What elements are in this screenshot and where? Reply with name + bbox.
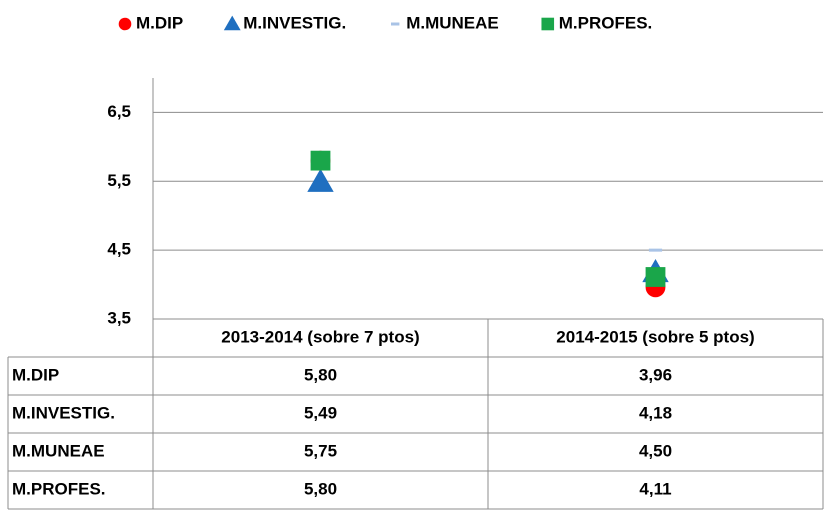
y-tick-label: 6,5 [107,102,131,121]
table-value: 4,50 [639,441,672,460]
x-tick-label: 2014-2015 (sobre 5 ptos) [556,327,754,346]
table-value: 5,75 [304,441,337,460]
table-value: 5,80 [304,365,337,384]
data-point [310,150,331,171]
legend-label: M.DIP [136,13,183,32]
table-value: 4,11 [639,479,671,498]
table-value: 4,18 [639,403,672,422]
row-label: M.MUNEAE [12,441,105,460]
row-label: M.DIP [12,365,59,384]
y-tick-label: 3,5 [107,308,131,327]
table-value: 5,80 [304,479,337,498]
data-point [645,267,666,287]
legend-label: M.MUNEAE [406,13,499,32]
table-value: 5,49 [304,403,337,422]
y-tick-label: 5,5 [107,171,131,190]
legend-marker [223,15,241,31]
legend-marker [391,22,400,26]
data-point [648,248,663,252]
table-value: 3,96 [639,365,672,384]
x-tick-label: 2013-2014 (sobre 7 ptos) [221,327,419,346]
legend-marker [541,17,555,31]
data-point [307,168,334,192]
y-tick-label: 4,5 [107,240,131,259]
legend-label: M.INVESTIG. [243,13,346,32]
legend-label: M.PROFES. [559,13,653,32]
row-label: M.INVESTIG. [12,403,115,422]
row-label: M.PROFES. [12,479,106,498]
legend-marker [118,17,132,31]
